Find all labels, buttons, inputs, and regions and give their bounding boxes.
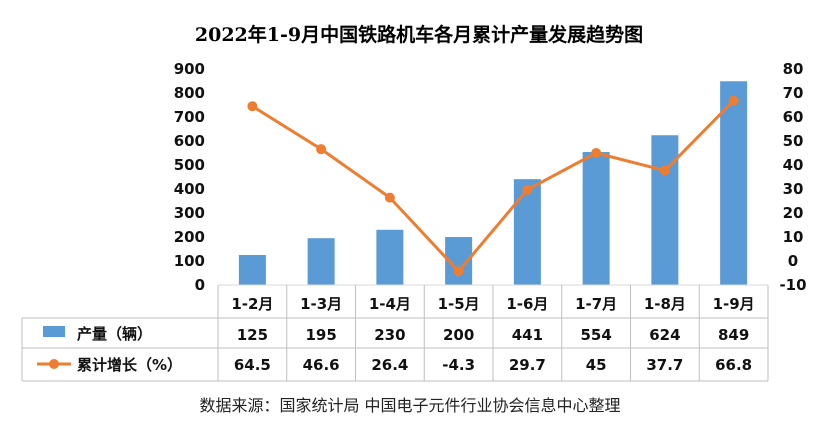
line-point xyxy=(384,192,395,203)
left-y-tick-label: 400 xyxy=(174,180,205,198)
right-y-tick-label: 10 xyxy=(783,228,804,246)
right-y-tick-label: 20 xyxy=(783,204,804,222)
bar xyxy=(376,229,404,285)
bar xyxy=(582,152,610,285)
legend-swatch-marker xyxy=(49,359,59,369)
left-y-tick-label: 500 xyxy=(174,156,205,174)
legend-swatch-bar xyxy=(43,326,65,337)
left-y-tick-label: 0 xyxy=(195,276,205,294)
left-y-axis: 0 100 200 300 400 500 600 700 800 900 xyxy=(174,60,205,294)
bar-value-label: 624 xyxy=(649,326,680,344)
line-point xyxy=(659,165,670,176)
left-y-tick-label: 900 xyxy=(174,60,205,78)
line-point xyxy=(453,266,464,277)
right-y-tick-label: -10 xyxy=(779,276,806,294)
left-y-tick-label: 700 xyxy=(174,108,205,126)
line-value-label: 66.8 xyxy=(715,356,752,374)
right-y-tick-label: 30 xyxy=(783,180,804,198)
bar xyxy=(238,255,266,285)
category-label: 1-8月 xyxy=(644,295,686,313)
right-y-tick-label: 40 xyxy=(783,156,804,174)
legend-label-line: 累计增长（%） xyxy=(77,356,182,374)
line-value-label: 29.7 xyxy=(509,356,546,374)
category-label: 1-5月 xyxy=(438,295,480,313)
left-y-tick-label: 600 xyxy=(174,132,205,150)
line-series xyxy=(247,95,739,277)
growth-line xyxy=(251,99,735,273)
bar-value-label: 125 xyxy=(237,326,268,344)
bar-value-label: 195 xyxy=(305,326,336,344)
category-label: 1-3月 xyxy=(300,295,342,313)
line-point xyxy=(591,148,602,158)
right-y-tick-label: 60 xyxy=(783,108,804,126)
bar-value-label: 441 xyxy=(512,326,543,344)
category-label: 1-4月 xyxy=(369,295,411,313)
bar-value-label: 554 xyxy=(580,326,611,344)
bar xyxy=(720,81,748,286)
left-y-tick-label: 800 xyxy=(174,84,205,102)
line-value-label: -4.3 xyxy=(442,356,475,374)
bar-value-label: 200 xyxy=(443,326,474,344)
bar-value-label: 849 xyxy=(718,326,749,344)
left-y-tick-label: 300 xyxy=(174,204,205,222)
right-y-tick-label: 0 xyxy=(788,252,798,270)
line-point xyxy=(728,95,739,106)
left-y-tick-label: 200 xyxy=(174,228,205,246)
line-point xyxy=(522,184,533,195)
right-y-tick-label: 70 xyxy=(783,84,804,102)
right-y-tick-label: 50 xyxy=(783,132,804,150)
category-label: 1-6月 xyxy=(506,295,548,313)
line-value-label: 45 xyxy=(586,356,607,374)
right-y-tick-label: 80 xyxy=(783,60,804,78)
line-value-label: 64.5 xyxy=(234,356,271,374)
chart-title: 2022年1-9月中国铁路机车各月累计产量发展趋势图 xyxy=(195,23,643,46)
bar xyxy=(307,238,335,285)
bar-series xyxy=(238,81,748,286)
line-value-label: 46.6 xyxy=(303,356,340,374)
line-value-label: 26.4 xyxy=(371,356,408,374)
line-point xyxy=(247,101,258,112)
bar-value-label: 230 xyxy=(374,326,405,344)
legend-label-bar: 产量（辆） xyxy=(77,325,152,343)
line-value-label: 37.7 xyxy=(646,356,683,374)
line-point xyxy=(316,144,327,155)
bar xyxy=(513,179,541,285)
source-note: 数据来源：国家统计局 中国电子元件行业协会信息中心整理 xyxy=(199,396,620,415)
category-label: 1-9月 xyxy=(713,295,755,313)
left-y-tick-label: 100 xyxy=(174,252,205,270)
right-y-axis: -10 0 10 20 30 40 50 60 70 80 xyxy=(779,60,806,294)
bar xyxy=(651,135,679,285)
category-label: 1-7月 xyxy=(575,295,617,313)
category-label: 1-2月 xyxy=(231,295,273,313)
